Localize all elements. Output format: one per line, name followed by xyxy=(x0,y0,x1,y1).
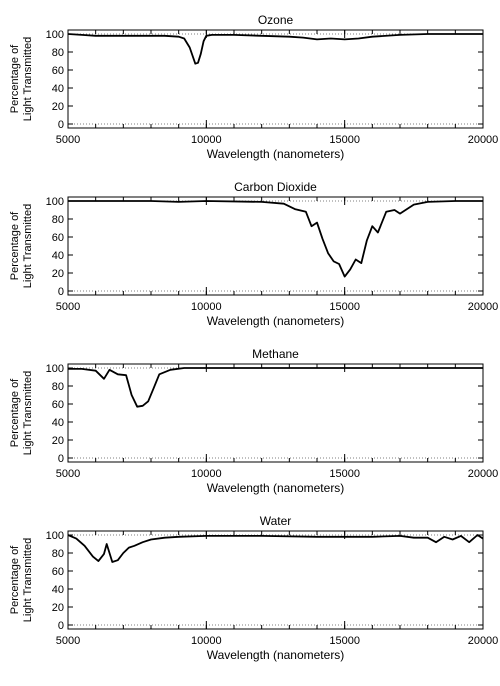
x-tick-label: 10000 xyxy=(191,468,222,480)
y-tick-label: 60 xyxy=(52,232,64,244)
y-tick-label: 20 xyxy=(52,268,64,280)
y-axis-label-line1: Percentage of xyxy=(9,378,21,447)
y-tick-label: 100 xyxy=(46,196,64,208)
x-axis-label: Wavelength (nanometers) xyxy=(207,481,345,495)
series-line xyxy=(67,534,484,563)
x-tick-label: 10000 xyxy=(191,134,222,146)
y-tick-label: 80 xyxy=(52,47,64,59)
plot-frame xyxy=(67,196,484,296)
y-axis-label-line2: Light Transmitted xyxy=(22,204,34,288)
x-axis-label: Wavelength (nanometers) xyxy=(207,648,345,662)
chart-title: Water xyxy=(260,514,292,528)
chart-title: Carbon Dioxide xyxy=(234,180,317,194)
y-axis-label-line1: Percentage of xyxy=(9,545,21,614)
y-tick-label: 40 xyxy=(52,584,64,596)
plot-frame xyxy=(67,29,484,129)
x-tick-label: 5000 xyxy=(56,301,80,313)
y-tick-label: 60 xyxy=(52,566,64,578)
y-tick-label: 60 xyxy=(52,399,64,411)
y-tick-label: 80 xyxy=(52,214,64,226)
y-axis-label-line2: Light Transmitted xyxy=(22,37,34,121)
y-tick-label: 80 xyxy=(52,381,64,393)
x-axis-label: Wavelength (nanometers) xyxy=(207,314,345,328)
y-tick-label: 0 xyxy=(58,453,64,465)
x-tick-label: 15000 xyxy=(329,468,360,480)
x-tick-label: 10000 xyxy=(191,635,222,647)
x-tick-label: 15000 xyxy=(329,134,360,146)
y-axis-label-line1: Percentage of xyxy=(9,211,21,280)
y-tick-label: 0 xyxy=(58,620,64,632)
x-tick-label: 15000 xyxy=(329,635,360,647)
x-tick-label: 20000 xyxy=(468,134,499,146)
y-tick-label: 40 xyxy=(52,250,64,262)
y-tick-label: 80 xyxy=(52,548,64,560)
y-tick-label: 20 xyxy=(52,435,64,447)
y-axis-label-line1: Percentage of xyxy=(9,44,21,113)
y-tick-label: 40 xyxy=(52,83,64,95)
y-tick-label: 0 xyxy=(58,119,64,131)
plot-frame xyxy=(67,530,484,630)
chart-title: Methane xyxy=(252,347,299,361)
y-tick-label: 100 xyxy=(46,530,64,542)
panel-methane: Methane Percentage of Light Transmitted 0 20… xyxy=(9,347,498,495)
series-line xyxy=(68,200,483,278)
plot-frame xyxy=(67,363,484,463)
panel-ozone: Ozone Percentage of Light Transmitted 0 20 40… xyxy=(9,13,498,161)
x-tick-label: 5000 xyxy=(56,134,80,146)
y-tick-label: 100 xyxy=(46,363,64,375)
x-tick-label: 20000 xyxy=(468,635,499,647)
x-tick-label: 5000 xyxy=(56,635,80,647)
x-tick-label: 20000 xyxy=(468,301,499,313)
x-tick-label: 10000 xyxy=(191,301,222,313)
x-tick-label: 5000 xyxy=(56,468,80,480)
x-tick-label: 15000 xyxy=(329,301,360,313)
y-tick-label: 20 xyxy=(52,101,64,113)
series-line xyxy=(68,367,483,408)
y-tick-label: 0 xyxy=(58,286,64,298)
y-axis-label-line2: Light Transmitted xyxy=(22,538,34,622)
y-tick-label: 100 xyxy=(46,29,64,41)
panel-water: Water Percentage of Light Transmitted 0 20 40… xyxy=(9,514,498,662)
y-tick-label: 60 xyxy=(52,65,64,77)
x-tick-label: 20000 xyxy=(468,468,499,480)
series-line xyxy=(67,33,483,65)
x-axis-label: Wavelength (nanometers) xyxy=(207,147,345,161)
chart-title: Ozone xyxy=(258,13,294,27)
y-axis-label-line2: Light Transmitted xyxy=(22,371,34,455)
panel-carbon-dioxide: Carbon Dioxide Percentage of Light Transmi… xyxy=(9,180,498,328)
y-tick-label: 40 xyxy=(52,417,64,429)
y-tick-label: 20 xyxy=(52,602,64,614)
